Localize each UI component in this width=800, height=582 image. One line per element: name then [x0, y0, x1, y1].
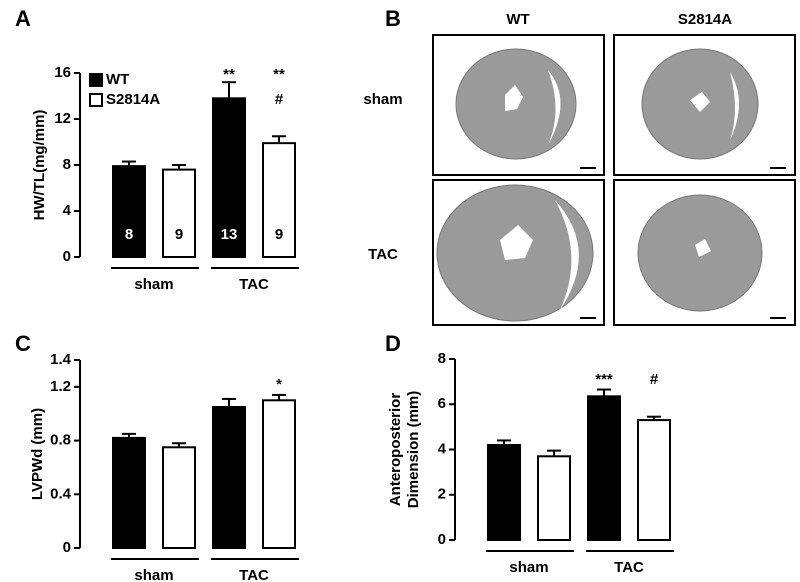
y-axis-label: HW/TL(mg/mm) — [31, 110, 48, 221]
legend-label: S2814A — [106, 91, 160, 108]
bar — [637, 419, 671, 541]
significance-label: ** — [273, 66, 285, 83]
y-tick-label: 0 — [63, 248, 71, 265]
count-label: 13 — [221, 226, 238, 243]
y-tick-label: 0.8 — [50, 432, 71, 449]
panel-label: D — [385, 331, 401, 356]
bar — [262, 142, 296, 258]
panel-label: A — [15, 6, 31, 31]
column-header: S2814A — [678, 11, 732, 28]
count-label: 9 — [175, 226, 183, 243]
y-axis-label: Anteroposterior — [387, 393, 404, 507]
y-tick-label: 1.4 — [50, 351, 72, 368]
legend-swatch — [89, 93, 103, 107]
legend-label: WT — [106, 71, 129, 88]
y-tick-label: 8 — [63, 156, 71, 173]
x-tick-label: TAC — [614, 559, 644, 576]
bar — [162, 168, 196, 259]
significance-label: * — [276, 376, 282, 393]
y-tick-label: 16 — [54, 64, 71, 81]
histology-grid — [432, 34, 796, 326]
significance-label: *** — [595, 371, 613, 388]
bar — [112, 165, 146, 258]
bar — [537, 455, 571, 542]
x-tick-label: sham — [134, 567, 173, 582]
bar — [587, 395, 621, 541]
y-axis-label: Dimension (mm) — [405, 391, 422, 509]
count-label: 8 — [125, 226, 133, 243]
heart-sections — [436, 48, 763, 322]
y-axis-label: LVPWd (mm) — [29, 408, 46, 500]
count-label: 9 — [275, 226, 283, 243]
bar — [162, 446, 196, 549]
bar — [262, 399, 296, 549]
heart-lumens — [500, 70, 739, 310]
y-tick-label: 6 — [438, 395, 446, 412]
y-tick-label: 8 — [438, 350, 446, 367]
y-tick-label: 4 — [63, 202, 72, 219]
row-header: sham — [363, 91, 402, 108]
y-tick-label: 2 — [438, 486, 446, 503]
x-tick-label: TAC — [239, 567, 269, 582]
bar — [487, 443, 521, 542]
bar — [212, 406, 246, 549]
y-tick-label: 0 — [63, 539, 71, 556]
y-tick-label: 0.4 — [50, 485, 72, 502]
y-tick-label: 0 — [438, 531, 446, 548]
x-tick-label: TAC — [239, 276, 269, 293]
panel-label: C — [15, 331, 31, 356]
bar — [212, 97, 246, 258]
panel-label: B — [385, 6, 401, 31]
y-tick-label: 4 — [438, 440, 447, 457]
legend-swatch — [89, 73, 103, 87]
significance-label: # — [275, 91, 284, 108]
y-tick-label: 1.2 — [50, 378, 71, 395]
scale-bars — [580, 167, 786, 319]
row-header: TAC — [368, 246, 398, 263]
significance-label: ** — [223, 66, 235, 83]
bar — [112, 436, 146, 549]
column-header: WT — [506, 11, 529, 28]
y-tick-label: 12 — [54, 110, 71, 127]
x-tick-label: sham — [134, 276, 173, 293]
x-tick-label: sham — [509, 559, 548, 576]
significance-label: # — [650, 371, 659, 388]
